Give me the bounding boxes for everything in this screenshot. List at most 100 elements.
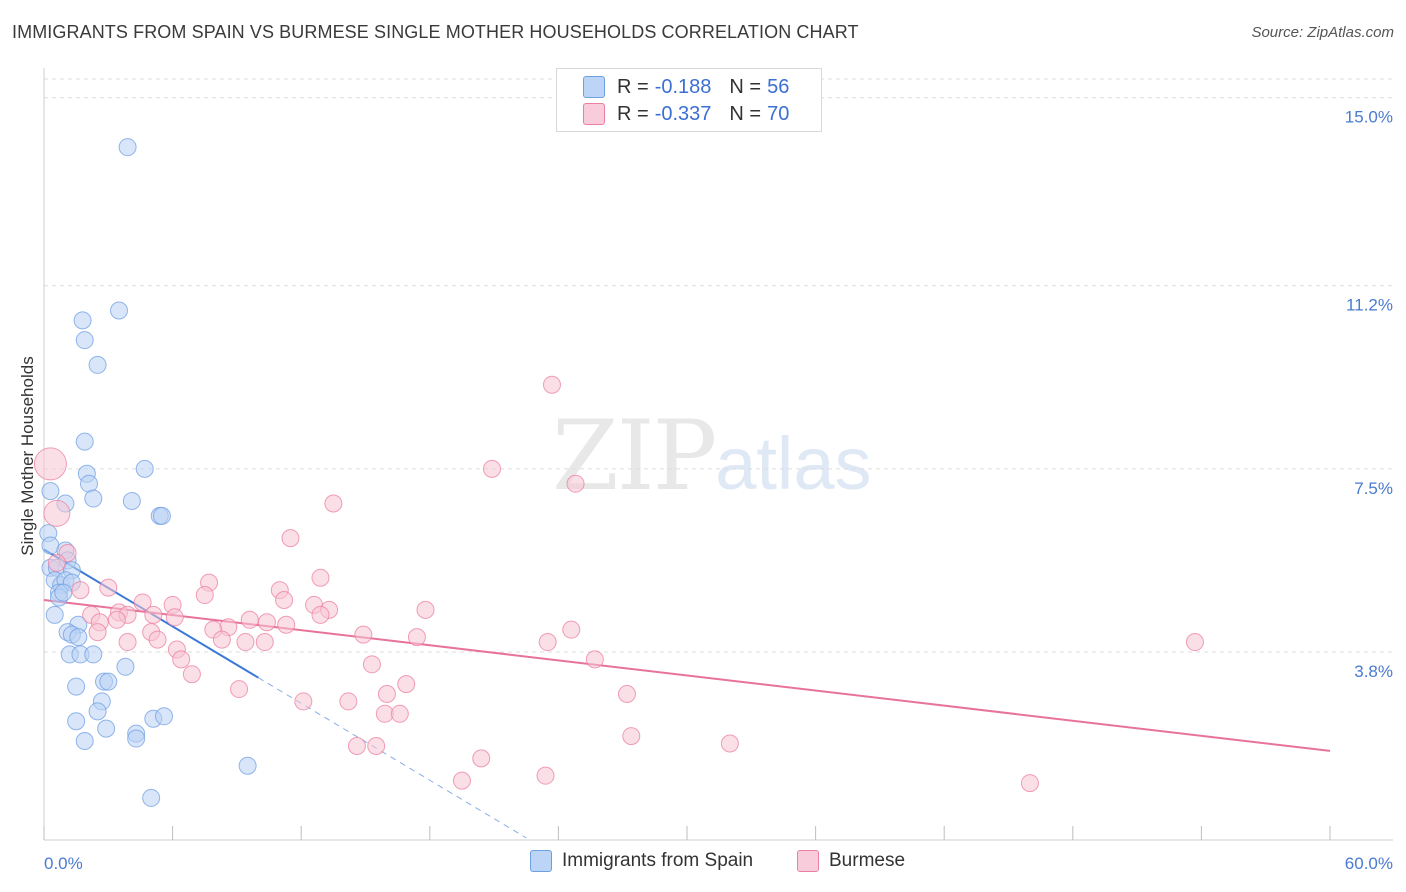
series-legend: Immigrants from Spain Burmese: [0, 850, 1406, 880]
data-point: [311, 568, 330, 587]
legend-r-value: -0.188: [654, 75, 712, 98]
data-point: [238, 756, 257, 775]
y-tick-label: 7.5%: [1354, 479, 1393, 498]
data-point: [33, 447, 67, 481]
data-point: [110, 301, 129, 320]
data-point: [107, 610, 126, 629]
data-point: [277, 615, 296, 634]
legend-r-value: -0.337: [654, 102, 712, 125]
y-tick-label: 3.8%: [1354, 662, 1393, 681]
data-point: [118, 633, 137, 652]
data-point: [1020, 774, 1039, 793]
legend-n-label: N =: [729, 75, 762, 98]
data-point: [142, 788, 161, 807]
data-point: [75, 331, 94, 350]
watermark: ZIPatlas: [552, 400, 872, 512]
data-point: [165, 608, 184, 627]
y-tick-label: 11.2%: [1346, 296, 1393, 315]
data-point: [407, 628, 426, 647]
data-point: [118, 138, 137, 157]
data-point: [47, 553, 66, 572]
data-point: [472, 749, 491, 768]
watermark-zip: ZIP: [552, 400, 717, 512]
series-legend-burmese[interactable]: Burmese: [797, 850, 905, 872]
data-point: [212, 630, 231, 649]
data-point: [172, 650, 191, 669]
data-point: [41, 536, 60, 555]
data-point: [133, 593, 152, 612]
data-point: [99, 578, 118, 597]
data-point: [75, 432, 94, 451]
gridlines: [44, 78, 1393, 653]
data-point: [281, 529, 300, 548]
data-point: [67, 712, 86, 731]
legend-n-label: N =: [729, 102, 762, 125]
data-point: [617, 685, 636, 704]
data-point: [116, 657, 135, 676]
data-point: [347, 736, 366, 755]
data-point: [182, 665, 201, 684]
data-point: [71, 581, 90, 600]
data-point: [275, 590, 294, 609]
data-point: [127, 729, 146, 748]
legend-r-label: R =: [617, 75, 649, 98]
trend-extension-spain: [258, 677, 527, 839]
data-point: [240, 610, 259, 629]
data-point: [43, 499, 71, 527]
data-point: [88, 702, 107, 721]
data-point: [1185, 633, 1204, 652]
data-point: [562, 620, 581, 639]
data-point: [195, 586, 214, 605]
data-point: [397, 675, 416, 694]
legend-r-label: R =: [617, 102, 649, 125]
data-point: [362, 655, 381, 674]
data-point: [54, 583, 73, 602]
watermark-atlas: atlas: [715, 422, 872, 505]
data-point: [536, 766, 555, 785]
chart-title: IMMIGRANTS FROM SPAIN VS BURMESE SINGLE …: [12, 22, 859, 42]
data-point: [41, 482, 60, 501]
data-point: [311, 605, 330, 624]
data-point: [135, 459, 154, 478]
legend-swatch-spain: [583, 76, 605, 98]
data-point: [144, 605, 163, 624]
y-tick-label: 15.0%: [1345, 108, 1393, 127]
data-point: [294, 692, 313, 711]
legend-n-value: 56: [767, 75, 790, 98]
trend-line-burmese: [43, 598, 1331, 752]
data-point: [88, 355, 107, 374]
data-point: [377, 685, 396, 704]
axes: [43, 68, 1393, 841]
data-point: [257, 613, 276, 632]
data-point: [148, 630, 167, 649]
data-point: [84, 645, 103, 664]
data-point: [367, 736, 386, 755]
data-point: [97, 719, 116, 738]
data-point: [80, 474, 99, 493]
data-point: [354, 625, 373, 644]
data-point: [390, 704, 409, 723]
data-point: [538, 633, 557, 652]
legend-row-burmese: R = -0.337 N = 70: [583, 101, 807, 127]
series-label-spain: Immigrants from Spain: [562, 850, 754, 871]
series-legend-spain[interactable]: Immigrants from Spain: [530, 850, 753, 872]
series-swatch-spain: [530, 850, 552, 872]
data-point: [482, 459, 501, 478]
data-point: [75, 732, 94, 751]
correlation-legend: R = -0.188 N = 56 R = -0.337 N = 70: [556, 68, 822, 132]
data-point: [69, 628, 88, 647]
series-spain: [39, 138, 257, 807]
data-point: [84, 489, 103, 508]
x-tick-label-max: 60.0%: [1345, 854, 1393, 873]
data-point: [155, 707, 174, 726]
data-point: [720, 734, 739, 753]
data-point: [416, 600, 435, 619]
x-tick-label-min: 0.0%: [44, 854, 83, 873]
data-point: [45, 605, 64, 624]
data-point: [339, 692, 358, 711]
data-point: [236, 633, 255, 652]
data-point: [67, 677, 86, 696]
y-axis-label: Single Mother Households: [18, 356, 37, 555]
data-point: [99, 672, 118, 691]
